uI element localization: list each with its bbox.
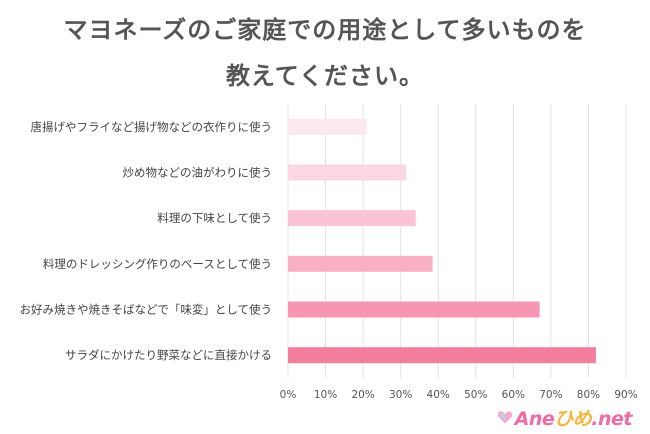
site-logo: Aneひめ.net bbox=[497, 404, 632, 430]
bar bbox=[288, 164, 407, 181]
category-label: 料理のドレッシング作りのベースとして使う bbox=[43, 257, 272, 271]
logo-text-hime: ひめ bbox=[554, 407, 592, 430]
x-tick-label: 10% bbox=[314, 389, 337, 401]
x-tick-label: 0% bbox=[280, 389, 297, 401]
category-label: 唐揚げやフライなど揚げ物などの衣作りに使う bbox=[31, 120, 273, 134]
chart-title-line-1: マヨネーズのご家庭での用途として多いものを bbox=[63, 16, 587, 44]
x-tick-label: 50% bbox=[464, 389, 487, 401]
bar bbox=[288, 347, 596, 364]
logo-text-ane: Ane bbox=[514, 407, 555, 430]
category-labels: 唐揚げやフライなど揚げ物などの衣作りに使う炒め物などの油がわりに使う料理の下味と… bbox=[20, 120, 272, 362]
chart-title-line-2: 教えてください。 bbox=[225, 62, 425, 90]
bar bbox=[288, 210, 416, 227]
category-label: 炒め物などの油がわりに使う bbox=[123, 166, 273, 180]
x-tick-label: 60% bbox=[502, 389, 525, 401]
logo-text-net: .net bbox=[591, 407, 632, 430]
gridlines bbox=[287, 104, 627, 378]
category-label: サラダにかけたり野菜などに直接かける bbox=[65, 348, 272, 362]
bar bbox=[288, 301, 540, 318]
bar bbox=[288, 118, 367, 135]
x-tick-label: 90% bbox=[614, 389, 637, 401]
category-label: 料理の下味として使う bbox=[157, 211, 272, 225]
logo-text: Aneひめ.net bbox=[514, 404, 633, 431]
bars bbox=[288, 118, 596, 364]
x-tick-label: 30% bbox=[389, 389, 412, 401]
category-label: お好み焼きや焼きそばなどで「味変」として使う bbox=[20, 303, 272, 317]
x-tick-label: 70% bbox=[539, 389, 562, 401]
heart-icon bbox=[497, 411, 512, 424]
x-tick-label: 20% bbox=[351, 389, 374, 401]
bar bbox=[288, 255, 433, 272]
x-axis-tick-labels: 0% 10% 20% 30% 40% 50% 60% 70% 80% 90% bbox=[280, 389, 638, 401]
x-tick-label: 80% bbox=[577, 389, 600, 401]
x-tick-label: 40% bbox=[427, 389, 450, 401]
